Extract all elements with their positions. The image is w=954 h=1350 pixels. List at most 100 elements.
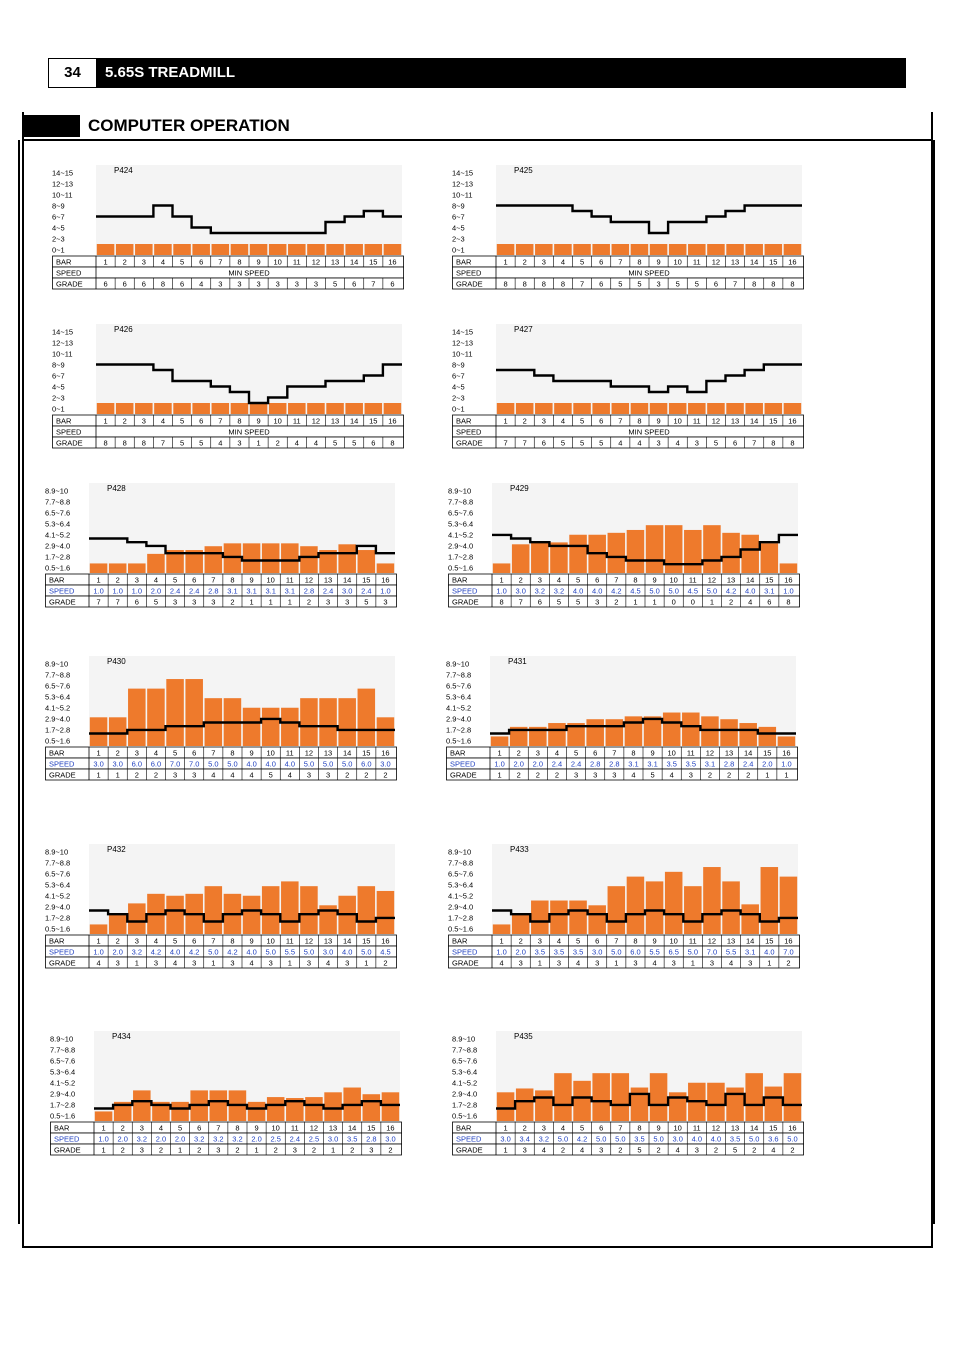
cell-bar-7: 7	[612, 749, 616, 758]
cell-grade-5: 4	[173, 959, 177, 968]
cell-bar-13: 13	[731, 417, 739, 426]
cell-speed-12: 2.8	[304, 587, 314, 596]
cell-bar-1: 1	[96, 937, 100, 946]
bar-col-1	[496, 1092, 515, 1121]
cell-speed-10: 3.0	[672, 1135, 682, 1144]
cell-bar-9: 9	[256, 258, 260, 267]
cell-grade-7: 2	[614, 598, 618, 607]
cell-grade-14: 3	[345, 598, 349, 607]
y-tick-label: 6.5~7.6	[446, 682, 471, 691]
cell-grade-1: 8	[503, 280, 507, 289]
cell-speed-2: 1.0	[112, 587, 122, 596]
cell-grade-9: 1	[249, 598, 253, 607]
cell-grade-3: 6	[538, 598, 542, 607]
cell-grade-15: 1	[364, 959, 368, 968]
bar-col-14	[745, 403, 763, 414]
cell-bar-10: 10	[674, 417, 682, 426]
cell-grade-8: 2	[235, 1146, 239, 1155]
table-row-grade	[448, 956, 800, 969]
cell-grade-3: 1	[538, 959, 542, 968]
table-row-grade	[45, 595, 397, 608]
cell-bar-16: 16	[388, 417, 396, 426]
row-label-grade: GRADE	[456, 439, 483, 448]
cell-speed-6: 3.0	[592, 948, 602, 957]
bar-col-15	[362, 1094, 381, 1121]
cell-bar-1: 1	[96, 576, 100, 585]
bar-col-6	[586, 719, 604, 746]
cell-grade-7: 5	[618, 280, 622, 289]
cell-grade-4: 5	[561, 439, 565, 448]
cell-bar-14: 14	[750, 258, 758, 267]
bar-col-14	[345, 403, 363, 414]
row-label-grade: GRADE	[56, 439, 83, 448]
cell-grade-7: 3	[216, 1146, 220, 1155]
bar-col-12	[307, 244, 325, 255]
cell-speed-14: 3.5	[347, 1135, 357, 1144]
cell-speed-3: 6.0	[132, 760, 142, 769]
cell-bar-3: 3	[140, 1124, 144, 1133]
y-tick-label: 14~15	[452, 328, 473, 337]
speed-note: MIN SPEED	[628, 269, 670, 278]
cell-grade-10: 4	[676, 1146, 680, 1155]
cell-grade-2: 8	[123, 439, 127, 448]
y-tick-label: 2.9~4.0	[452, 1090, 477, 1099]
cell-speed-6: 3.2	[194, 1135, 204, 1144]
bar-col-2	[115, 403, 134, 414]
profile-chart-p424: 0~1 2~3 4~5 6~7 8~9 10~11 12~13 14~15 P424 BAR 1 2 3…	[52, 163, 404, 290]
y-tick-label: 0~1	[52, 405, 65, 414]
y-tick-label: 0.5~1.6	[448, 564, 473, 573]
cell-speed-5: 2.0	[175, 1135, 185, 1144]
grade-profile-line	[89, 537, 395, 562]
cell-grade-11: 3	[695, 439, 699, 448]
cell-grade-5: 5	[180, 439, 184, 448]
cell-grade-9: 3	[656, 280, 660, 289]
bar-col-14	[739, 723, 757, 746]
bar-col-6	[185, 550, 203, 573]
y-tick-label: 10~11	[452, 191, 473, 200]
bar-col-5	[171, 1101, 189, 1121]
cell-speed-11: 4.0	[692, 1135, 702, 1144]
cell-speed-9: 5.5	[649, 948, 659, 957]
cell-grade-2: 3	[116, 959, 120, 968]
cell-grade-14: 3	[345, 959, 349, 968]
bar-col-2	[115, 244, 134, 255]
cell-bar-7: 7	[218, 258, 222, 267]
cell-bar-4: 4	[161, 258, 165, 267]
y-tick-label: 10~11	[52, 350, 73, 359]
cell-bar-2: 2	[523, 258, 527, 267]
row-label-grade: GRADE	[49, 598, 76, 607]
cell-bar-14: 14	[343, 749, 351, 758]
row-label-speed: SPEED	[456, 269, 482, 278]
chart-svg: 0.5~1.6 1.7~2.8 2.9~4.0 4.1~5.2 5.3~6.4 6.5~7…	[448, 483, 800, 608]
bar-col-12	[707, 244, 725, 255]
y-tick-label: 1.7~2.8	[50, 1101, 75, 1110]
cell-bar-8: 8	[230, 576, 234, 585]
cell-grade-4: 2	[561, 1146, 565, 1155]
cell-grade-5: 3	[173, 771, 177, 780]
cell-speed-11: 5.5	[285, 948, 295, 957]
cell-bar-10: 10	[670, 576, 678, 585]
cell-speed-16: 3.0	[385, 1135, 395, 1144]
row-label-grade: GRADE	[56, 280, 83, 289]
bar-col-4	[554, 1073, 572, 1121]
cell-grade-15: 7	[371, 280, 375, 289]
grade-profile-line	[89, 717, 395, 735]
bar-col-13	[319, 905, 337, 934]
cell-grade-13: 2	[727, 771, 731, 780]
cell-grade-5: 1	[178, 1146, 182, 1155]
cell-speed-4: 5.0	[558, 1135, 568, 1144]
bar-col-5	[166, 895, 184, 934]
cell-speed-12: 4.0	[711, 1135, 721, 1144]
y-tick-label: 7.7~8.8	[50, 1046, 75, 1055]
cell-grade-9: 1	[254, 1146, 258, 1155]
bar-col-5	[567, 723, 585, 746]
cell-bar-3: 3	[542, 1124, 546, 1133]
cell-speed-1: 1.0	[496, 587, 506, 596]
cell-grade-6: 3	[192, 771, 196, 780]
cell-bar-16: 16	[381, 576, 389, 585]
cell-bar-9: 9	[249, 749, 253, 758]
bar-col-13	[324, 1092, 342, 1121]
bar-col-16	[376, 890, 395, 934]
y-tick-label: 0~1	[452, 405, 465, 414]
